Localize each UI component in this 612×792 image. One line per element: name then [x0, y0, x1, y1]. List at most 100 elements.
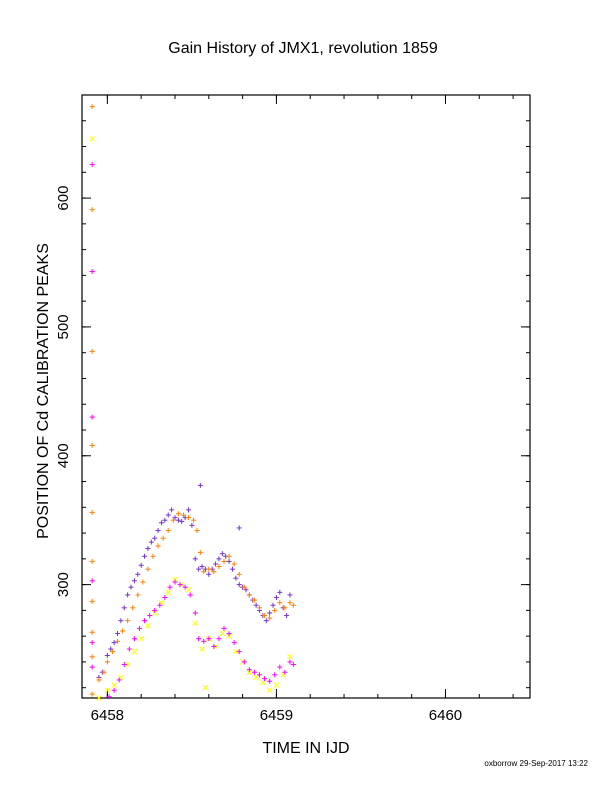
data-point: [243, 587, 249, 593]
data-point: [187, 592, 193, 598]
data-point: [197, 549, 203, 555]
data-point: [232, 648, 239, 655]
data-point: [89, 442, 95, 448]
data-point: [287, 659, 293, 665]
data-point: [226, 633, 232, 640]
data-point: [233, 575, 239, 581]
data-point: [251, 597, 257, 603]
data-point: [138, 562, 144, 568]
data-point: [89, 162, 95, 168]
data-point: [206, 571, 212, 577]
data-point: [273, 595, 279, 600]
data-point: [155, 528, 161, 533]
data-point: [106, 694, 112, 700]
data-point: [96, 695, 102, 701]
data-points: [89, 104, 296, 701]
x-tick-label: 6460: [429, 707, 462, 724]
data-point: [191, 517, 197, 523]
data-point: [287, 592, 293, 598]
data-point: [199, 646, 205, 652]
data-point: [266, 687, 273, 694]
data-point: [89, 509, 95, 515]
data-point: [175, 511, 181, 517]
data-point: [145, 622, 151, 629]
data-point: [89, 640, 95, 646]
data-point: [216, 564, 222, 570]
data-point: [277, 600, 283, 606]
data-point: [104, 652, 110, 658]
data-point: [89, 691, 95, 697]
data-point: [177, 582, 183, 588]
data-point: [89, 135, 95, 142]
data-point: [89, 578, 95, 584]
data-point: [272, 672, 278, 678]
data-point: [125, 592, 131, 598]
data-point: [231, 561, 237, 567]
data-point: [263, 618, 269, 624]
data-point: [148, 539, 154, 545]
data-point: [179, 518, 185, 524]
data-point: [211, 569, 217, 575]
data-point: [196, 566, 202, 572]
data-point: [267, 610, 273, 616]
chart-title: Gain History of JMX1, revolution 1859: [168, 40, 438, 57]
y-tick-label: 600: [55, 186, 72, 211]
data-point: [273, 682, 280, 688]
data-point: [216, 636, 222, 642]
data-point: [89, 598, 95, 604]
data-point: [167, 584, 173, 590]
data-point: [246, 667, 252, 673]
data-point: [126, 646, 132, 652]
plot-frame: [81, 94, 531, 699]
data-point: [282, 605, 288, 611]
data-point: [236, 525, 242, 531]
data-point: [120, 628, 126, 634]
data-point: [125, 618, 131, 624]
data-point: [216, 556, 222, 562]
data-point: [162, 595, 168, 600]
data-point: [192, 556, 198, 562]
data-point: [284, 613, 290, 619]
data-point: [162, 517, 168, 523]
data-point: [213, 561, 219, 567]
data-point: [111, 682, 117, 688]
data-point: [202, 684, 209, 691]
axis-tick-labels: 6458 6459 6460 300 400 500 600: [55, 186, 462, 724]
data-point: [257, 672, 263, 678]
data-point: [128, 584, 134, 590]
data-point: [121, 662, 127, 667]
data-point: [236, 649, 242, 655]
data-point: [277, 664, 283, 670]
data-point: [138, 635, 145, 642]
data-point: [89, 558, 95, 564]
data-point: [186, 507, 192, 513]
data-point: [152, 535, 158, 541]
data-point: [236, 582, 242, 588]
data-point: [226, 631, 232, 637]
credit-line: oxborrow 29-Sep-2017 13:22: [484, 759, 588, 768]
data-point: [290, 602, 296, 608]
data-point: [246, 592, 252, 598]
data-point: [111, 687, 117, 693]
data-point: [155, 543, 161, 549]
x-tick-label: 6458: [91, 707, 124, 724]
data-point: [290, 662, 296, 667]
data-point: [192, 620, 199, 627]
data-point: [89, 269, 95, 275]
data-point: [131, 648, 138, 655]
data-point: [219, 551, 225, 557]
data-point: [277, 589, 283, 595]
data-point: [206, 566, 212, 572]
data-point: [221, 558, 227, 564]
data-point: [130, 605, 136, 611]
data-point: [175, 517, 181, 523]
data-point: [108, 646, 114, 652]
data-point: [142, 553, 148, 559]
data-point: [135, 571, 141, 577]
data-point: [147, 613, 153, 619]
data-point: [152, 607, 158, 613]
data-point: [185, 586, 192, 593]
data-point: [131, 578, 137, 584]
data-point: [221, 625, 227, 631]
